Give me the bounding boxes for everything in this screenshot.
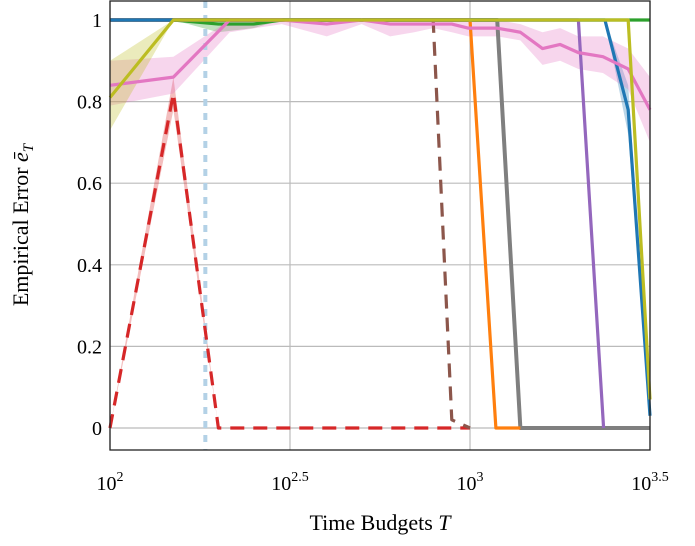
series-2-line <box>108 91 471 430</box>
series-7-band <box>110 20 650 143</box>
x-tick-label: 102.5 <box>271 470 309 495</box>
x-axis-label: Time Budgets T <box>309 510 452 535</box>
y-tick-label: 0.6 <box>77 173 102 195</box>
x-tick-labels: 102 102.5 103 103.5 <box>97 470 669 495</box>
plot-frame <box>109 0 651 451</box>
y-axis-label: Empirical Error ēT <box>8 142 37 306</box>
x-tick-label: 103 <box>457 470 484 495</box>
y-tick-label: 0.8 <box>77 92 102 114</box>
y-tick-label: 1 <box>92 10 102 32</box>
y-tick-label: 0 <box>92 418 102 440</box>
y-tick-label: 0.4 <box>77 255 102 277</box>
x-tick-label: 103.5 <box>631 470 669 495</box>
series-lines <box>108 18 652 430</box>
x-tick-label: 102 <box>97 470 124 495</box>
y-tick-labels: 0 0.2 0.4 0.6 0.8 1 <box>77 10 102 440</box>
y-tick-label: 0.2 <box>77 336 102 358</box>
series-8-line <box>108 18 652 400</box>
